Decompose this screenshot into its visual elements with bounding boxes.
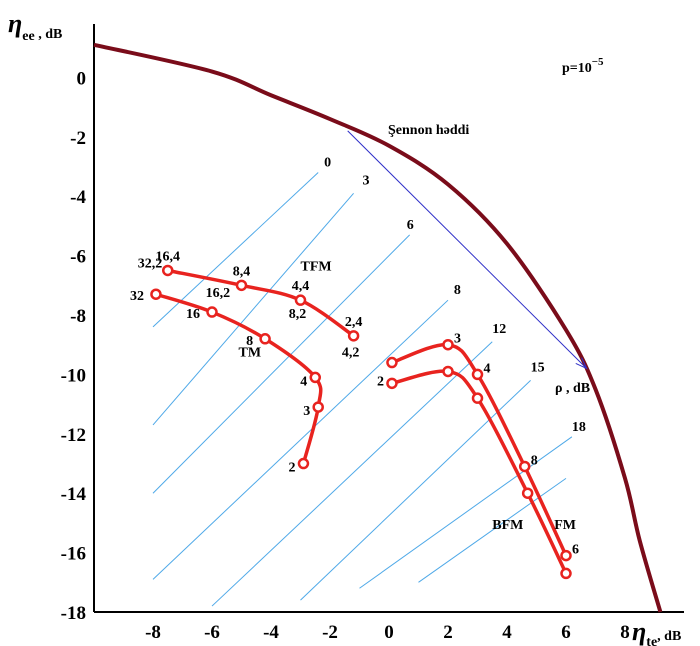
tick-labels: -8 -6 -4 -2 0 2 4 6 8 0 -2 -4 -6 -8 -10 -12 -14 -16 -18 [61,68,630,643]
rho-label-4: 12 [492,322,506,337]
rho-label-5: 15 [531,360,545,375]
data-point-TM [309,371,321,384]
series-line-TFM [167,268,355,338]
point-label-FM: 8 [531,453,538,468]
y-tick-label: -10 [61,365,86,386]
probability-annotation: p=10−5 [562,56,604,76]
point-labels: 16,48,44,42,4321684323486232,216,28,24,2… [130,249,579,557]
x-tick-label: 0 [384,622,394,643]
rho-label-1: 3 [362,173,369,188]
data-point-FM [386,356,398,369]
axes [93,24,684,613]
y-tick-label: -6 [70,247,86,268]
y-axis-title: ηee , dB [8,9,62,44]
rho-line-5 [300,380,531,601]
point-label-BFM: 2 [377,374,384,389]
data-point-TM [259,333,271,345]
x-tick-label: 4 [502,622,512,643]
series-name-label: TFM [301,259,332,274]
point-label-TFM: 8,4 [233,264,251,279]
data-point-TM [312,401,324,413]
point-label-TFM: 2,4 [345,315,363,330]
y-tick-label: 0 [77,68,87,89]
rho-grid-lines: 0 3 6 8 12 15 18 [152,156,586,607]
rho-arrow-line [347,130,588,369]
x-tick-label: -6 [204,622,220,643]
y-tick-label: -4 [70,187,86,208]
data-point-FM [560,549,572,562]
y-tick-label: -12 [61,425,86,446]
shannon-label: Şennon həddi [388,123,469,138]
data-point-TFM [235,279,248,292]
data-point-BFM [442,365,454,378]
rho-line-2 [152,234,411,494]
rho-axis-label: ρ , dB [555,381,590,396]
y-tick-label: -2 [70,128,86,149]
shannon-curve [93,42,663,613]
point-label-TM: 16 [186,307,200,322]
series-name-label: FM [554,518,576,533]
rho-line-3 [152,299,449,580]
data-point-TM [206,306,218,318]
point-label-extra: 4,2 [342,346,360,361]
point-label-TM: 8 [246,334,253,349]
rho-line-6 [359,436,573,589]
point-label-TFM: 4,4 [292,279,310,294]
point-label-TM: 3 [303,404,310,419]
point-label-FM: 6 [572,543,579,558]
data-point-BFM [471,392,484,404]
rho-line-4 [211,341,493,607]
point-label-extra: 8,2 [289,307,307,322]
rho-line-1 [152,192,354,426]
x-tick-label: -2 [322,622,338,643]
point-label-extra: 32,2 [138,257,163,272]
data-point-TFM [162,264,174,277]
data-point-FM [471,368,484,381]
series-name-label: BFM [492,518,523,533]
data-point-BFM [386,377,398,390]
data-point-FM [442,338,454,351]
point-label-TM: 32 [130,289,144,304]
point-label-TM: 4 [300,374,307,389]
rho-arrow-head [575,357,588,370]
x-tick-label: 6 [561,622,571,643]
shannon-limit-curve [93,42,663,613]
rho-label-3: 8 [454,283,461,298]
series-line-BFM [391,369,568,575]
data-point-TM [150,288,162,300]
x-tick-label: -4 [263,622,279,643]
data-point-BFM [521,487,534,499]
x-axis-title: ηte, dB [632,617,681,646]
rho-label-6: 18 [572,420,586,435]
data-point-TFM [347,330,360,342]
x-tick-label: 8 [620,622,630,643]
data-point-FM [518,460,531,473]
rho-arrow [347,130,588,370]
rho-label-2: 6 [407,218,414,233]
rho-line-7 [418,477,567,583]
rho-label-0: 0 [324,156,331,171]
series-name-label: TM [239,346,262,361]
data-point-TM [297,457,310,470]
y-tick-label: -8 [70,306,86,327]
data-point-BFM [560,567,572,580]
point-label-TM: 2 [288,461,295,476]
y-tick-label: -18 [61,603,86,624]
y-tick-label: -14 [61,484,87,505]
point-label-FM: 3 [454,332,461,347]
y-tick-label: -16 [61,544,86,565]
data-point-TFM [294,294,307,306]
point-label-FM: 4 [484,361,491,376]
point-label-extra: 16,2 [206,286,231,301]
point-label-TFM: 16,4 [156,249,181,264]
x-tick-label: 2 [443,622,453,643]
series [150,264,572,580]
series-line-FM [391,342,568,557]
x-tick-label: -8 [145,622,161,643]
